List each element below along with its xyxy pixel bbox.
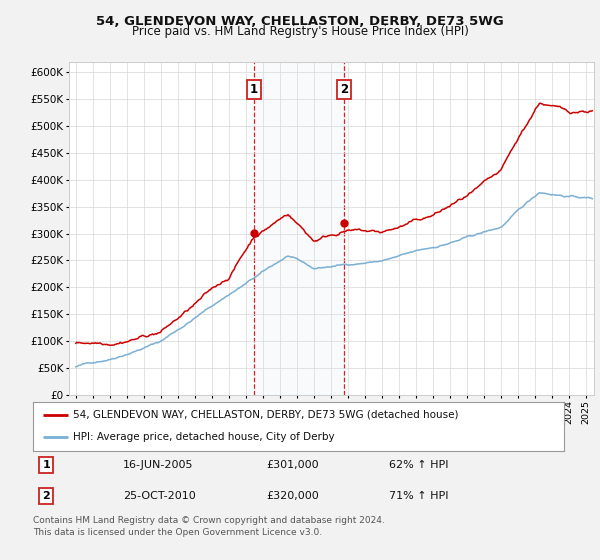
Text: 16-JUN-2005: 16-JUN-2005	[123, 460, 194, 470]
Text: 54, GLENDEVON WAY, CHELLASTON, DERBY, DE73 5WG: 54, GLENDEVON WAY, CHELLASTON, DERBY, DE…	[96, 15, 504, 27]
Text: 71% ↑ HPI: 71% ↑ HPI	[389, 491, 448, 501]
Text: 2: 2	[340, 83, 349, 96]
Text: 62% ↑ HPI: 62% ↑ HPI	[389, 460, 448, 470]
Text: £301,000: £301,000	[266, 460, 319, 470]
Bar	[254, 62, 344, 395]
Text: 25-OCT-2010: 25-OCT-2010	[123, 491, 196, 501]
Text: Price paid vs. HM Land Registry's House Price Index (HPI): Price paid vs. HM Land Registry's House …	[131, 25, 469, 38]
Text: 2: 2	[43, 491, 50, 501]
Text: HPI: Average price, detached house, City of Derby: HPI: Average price, detached house, City…	[73, 432, 334, 442]
Text: Contains HM Land Registry data © Crown copyright and database right 2024.
This d: Contains HM Land Registry data © Crown c…	[33, 516, 385, 537]
Text: 1: 1	[250, 83, 257, 96]
Text: 54, GLENDEVON WAY, CHELLASTON, DERBY, DE73 5WG (detached house): 54, GLENDEVON WAY, CHELLASTON, DERBY, DE…	[73, 410, 458, 420]
Text: 1: 1	[43, 460, 50, 470]
Text: £320,000: £320,000	[266, 491, 319, 501]
